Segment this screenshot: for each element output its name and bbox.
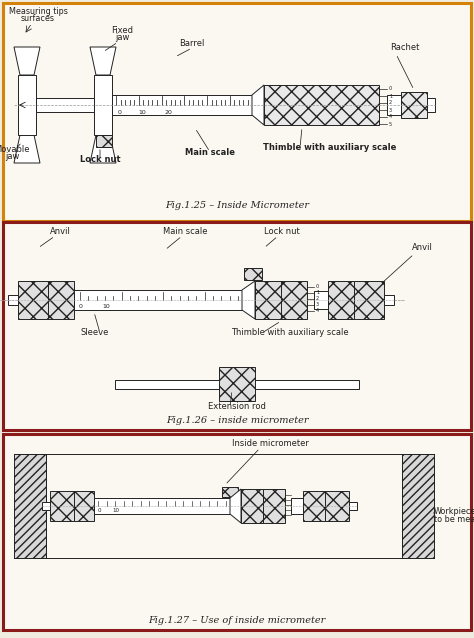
Bar — [94, 498, 230, 514]
Polygon shape — [90, 135, 116, 163]
Polygon shape — [14, 135, 40, 163]
Bar — [427, 98, 435, 112]
Bar — [402, 454, 434, 558]
Bar — [96, 135, 112, 147]
Text: jaw: jaw — [5, 152, 19, 161]
Polygon shape — [90, 47, 116, 75]
Text: Thimble with auxiliary scale: Thimble with auxiliary scale — [231, 328, 349, 337]
Bar — [48, 281, 74, 319]
Bar — [255, 281, 281, 319]
Text: Fig.1.25 – Inside Micrometer: Fig.1.25 – Inside Micrometer — [165, 201, 309, 210]
Bar — [94, 75, 112, 135]
Polygon shape — [230, 489, 241, 523]
Bar — [222, 487, 238, 497]
Bar — [219, 367, 255, 401]
Bar — [244, 268, 262, 280]
Text: to be measured: to be measured — [434, 515, 474, 524]
Text: Lock nut: Lock nut — [264, 227, 300, 236]
Text: Main scale: Main scale — [185, 148, 235, 157]
Text: 1: 1 — [316, 290, 319, 295]
Polygon shape — [242, 281, 255, 319]
Text: 3: 3 — [389, 107, 392, 112]
Text: Fig.1.27 – Use of inside micrometer: Fig.1.27 – Use of inside micrometer — [148, 616, 326, 625]
Text: 2: 2 — [389, 101, 392, 105]
Text: 20: 20 — [164, 110, 172, 115]
Bar — [3, 222, 471, 430]
Bar — [241, 489, 263, 523]
Text: Anvil: Anvil — [412, 243, 433, 252]
Text: 4: 4 — [389, 114, 392, 119]
Text: Thimble with auxiliary scale: Thimble with auxiliary scale — [264, 143, 397, 152]
Text: jaw: jaw — [115, 33, 129, 42]
Text: 0: 0 — [97, 508, 101, 513]
Text: Movable: Movable — [0, 145, 30, 154]
Bar — [50, 491, 74, 521]
Polygon shape — [252, 85, 264, 125]
Bar — [281, 281, 307, 319]
Text: Barrel: Barrel — [179, 39, 205, 48]
Bar — [387, 95, 401, 115]
Bar — [401, 92, 427, 118]
Bar — [3, 3, 471, 221]
Text: 0: 0 — [118, 110, 122, 115]
Text: Workpiece: Workpiece — [434, 507, 474, 516]
Bar — [384, 295, 394, 305]
Bar — [112, 95, 252, 115]
Text: 1: 1 — [389, 94, 392, 98]
Text: 0: 0 — [79, 304, 83, 309]
Text: Fixed: Fixed — [111, 26, 133, 35]
Text: Inside micrometer: Inside micrometer — [232, 439, 309, 448]
Text: Rachet: Rachet — [390, 43, 419, 52]
Bar — [263, 489, 285, 523]
Bar — [349, 502, 357, 510]
Text: Extension rod: Extension rod — [208, 402, 266, 411]
Text: 3: 3 — [316, 302, 319, 308]
Bar — [314, 291, 328, 309]
Bar — [115, 380, 359, 389]
Bar — [74, 491, 94, 521]
Bar — [8, 295, 18, 305]
Text: 10: 10 — [138, 110, 146, 115]
Text: 2: 2 — [316, 297, 319, 302]
Text: surfaces: surfaces — [21, 14, 55, 23]
Bar — [74, 290, 242, 310]
Text: Lock nut: Lock nut — [80, 155, 120, 164]
Bar — [14, 454, 46, 558]
Bar — [264, 85, 379, 125]
Bar — [303, 491, 325, 521]
Text: 10: 10 — [102, 304, 110, 309]
Text: Main scale: Main scale — [163, 227, 207, 236]
Text: Measuring tips: Measuring tips — [9, 7, 67, 16]
Text: Fig.1.26 – inside micrometer: Fig.1.26 – inside micrometer — [166, 416, 308, 425]
Bar — [18, 281, 48, 319]
Bar — [328, 281, 354, 319]
Bar — [325, 491, 349, 521]
Bar — [36, 98, 94, 112]
Text: Sleeve: Sleeve — [81, 328, 109, 337]
Text: 4: 4 — [316, 309, 319, 313]
Bar — [18, 75, 36, 135]
Bar — [42, 502, 50, 510]
Text: 5: 5 — [389, 121, 392, 126]
Bar — [291, 498, 303, 514]
Text: 0: 0 — [316, 285, 319, 290]
Text: 10: 10 — [112, 508, 119, 513]
Bar — [3, 434, 471, 630]
Polygon shape — [14, 47, 40, 75]
Text: Anvil: Anvil — [50, 227, 71, 236]
Text: 0: 0 — [389, 87, 392, 91]
Bar — [354, 281, 384, 319]
